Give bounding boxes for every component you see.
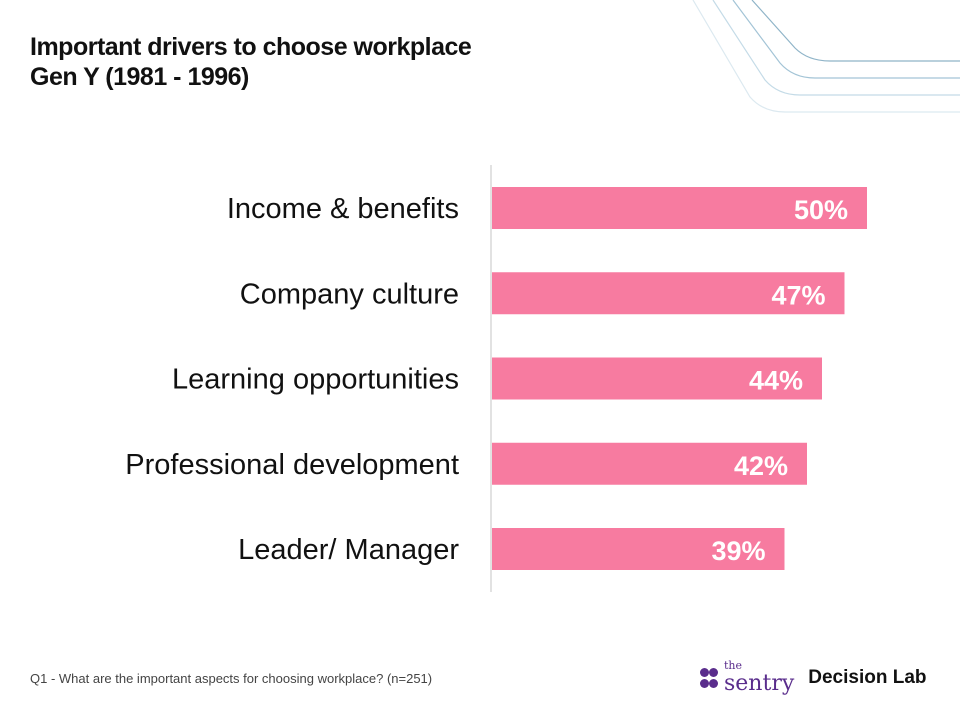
bar (492, 442, 807, 485)
category-label: Professional development (125, 449, 459, 481)
value-label: 47% (771, 280, 825, 310)
category-label: Income & benefits (227, 193, 459, 225)
bar (492, 528, 785, 570)
chart-title: Important drivers to choose workplace Ge… (30, 32, 472, 92)
title-line-1: Important drivers to choose workplace (30, 33, 472, 61)
sentry-dots-icon (700, 666, 718, 690)
category-label: Company culture (240, 278, 459, 310)
value-label: 44% (749, 366, 803, 396)
category-label: Leader/ Manager (238, 534, 459, 566)
decision-lab-logo: Decision Lab (808, 667, 927, 688)
footnote: Q1 - What are the important aspects for … (30, 671, 433, 686)
logos: the sentry Decision Lab (700, 660, 927, 696)
sentry-logo: the sentry (700, 660, 794, 696)
decorative-lines (692, 0, 960, 113)
bar (492, 272, 845, 315)
value-label: 39% (711, 536, 765, 566)
sentry-name: sentry (724, 671, 795, 696)
value-label: 50% (794, 195, 848, 225)
bar (492, 187, 867, 229)
sentry-the: the (724, 659, 743, 672)
bar (492, 357, 822, 400)
category-label: Learning opportunities (172, 364, 459, 396)
value-label: 42% (734, 451, 788, 481)
title-line-2: Gen Y (1981 - 1996) (30, 63, 249, 91)
